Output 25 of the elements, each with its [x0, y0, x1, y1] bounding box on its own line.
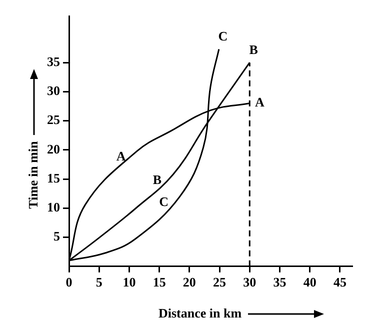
x-tick-label: 30 [243, 274, 256, 290]
series-label: C [218, 28, 228, 44]
x-tick-label: 45 [333, 274, 347, 290]
x-tick-label: 5 [96, 274, 103, 290]
x-tick-label: 35 [273, 274, 287, 290]
y-tick-label: 30 [47, 83, 60, 98]
series-label: B [249, 42, 258, 57]
y-tick-label: 15 [47, 170, 60, 186]
y-tick-label: 35 [47, 54, 60, 69]
x-tick-label: 10 [122, 274, 136, 290]
x-tick-label: 0 [66, 274, 72, 290]
annotation: B [152, 172, 162, 187]
y-tick-label: 25 [47, 112, 60, 128]
y-tick-label: 20 [47, 141, 60, 156]
series-label: A [255, 94, 266, 110]
x-tick-label: 40 [303, 274, 316, 290]
y-tick-label: 5 [54, 228, 60, 244]
y-tick-label: 10 [47, 200, 60, 215]
x-tick-label: 20 [182, 274, 196, 290]
x-axis-title: Distance in km [158, 305, 242, 320]
x-tick-label: 25 [213, 274, 227, 290]
y-axis-title: Time in min [25, 140, 40, 209]
annotation: A [116, 148, 126, 164]
x-tick-label: 15 [152, 274, 166, 290]
annotation: C [159, 194, 168, 209]
